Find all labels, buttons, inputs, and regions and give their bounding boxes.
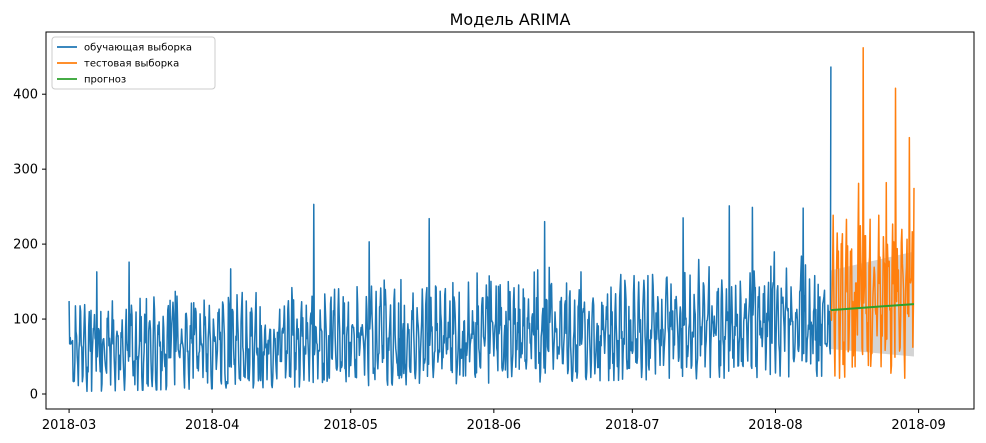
train-series-line <box>68 66 832 393</box>
x-tick-label: 2018-08 <box>748 418 802 433</box>
legend: обучающая выборка тестовая выборка прогноз <box>51 36 216 90</box>
legend-box <box>51 36 216 90</box>
legend-label: прогноз <box>84 75 126 86</box>
x-tick-label: 2018-06 <box>467 418 521 433</box>
x-tick-label: 2018-07 <box>605 418 659 433</box>
x-tick-label: 2018-03 <box>42 418 96 433</box>
x-tick-label: 2018-05 <box>324 418 378 433</box>
y-axis: 0 100 200 300 400 <box>13 88 46 403</box>
x-tick-label: 2018-09 <box>891 418 945 433</box>
y-tick-label: 0 <box>30 388 38 403</box>
y-tick-label: 300 <box>13 163 38 178</box>
forecast-series-line <box>830 303 915 312</box>
legend-label: обучающая выборка <box>84 43 192 54</box>
y-tick-label: 100 <box>13 313 38 328</box>
x-tick-label: 2018-04 <box>185 418 239 433</box>
plot-frame <box>45 31 975 410</box>
test-series-line <box>830 46 915 380</box>
x-axis: 2018-03 2018-04 2018-05 2018-06 2018-07 2018-… <box>42 409 946 433</box>
chart-title: Модель ARIMA <box>450 10 571 29</box>
y-tick-label: 200 <box>13 238 38 253</box>
y-tick-label: 400 <box>13 88 38 103</box>
plot-area <box>68 46 915 393</box>
legend-label: тестовая выборка <box>84 59 179 70</box>
